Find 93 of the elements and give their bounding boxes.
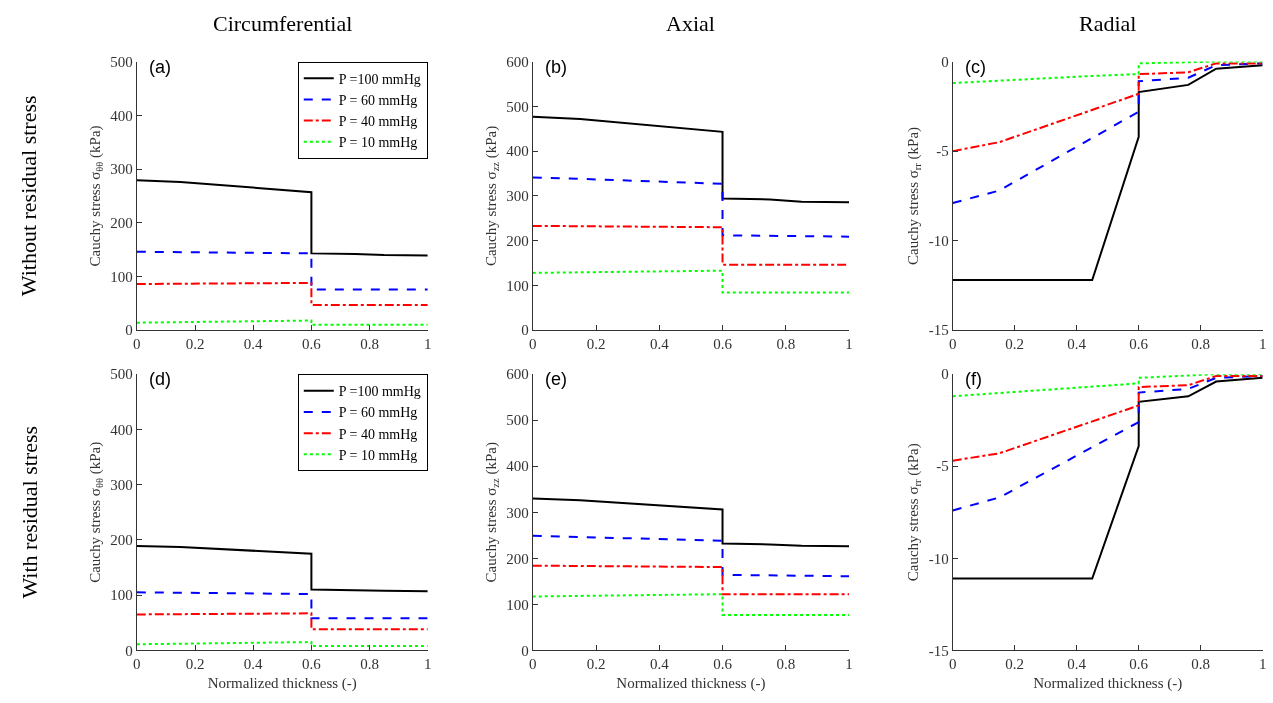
x-tick-label: 1 xyxy=(1258,336,1267,353)
x-tick-label: 1 xyxy=(424,336,432,353)
chart-title: Circumferential xyxy=(213,11,353,36)
x-tick-label: 0.8 xyxy=(1191,336,1211,353)
legend-label: P =100 mmHg xyxy=(338,71,421,87)
annotation: (f) xyxy=(965,369,982,389)
y-tick-label: 500 xyxy=(110,53,133,70)
x-tick-label: 0.8 xyxy=(360,656,379,673)
y-tick-label: -15 xyxy=(928,322,949,339)
legend-label: P = 10 mmHg xyxy=(338,135,418,151)
line-series xyxy=(532,115,850,204)
annotation: (a) xyxy=(149,57,171,77)
x-tick-label: 0.6 xyxy=(713,656,733,673)
x-tick-label: 0.8 xyxy=(776,336,796,353)
y-tick-label: 100 xyxy=(506,277,529,294)
x-tick-label: 0.2 xyxy=(586,656,606,673)
y-tick-label: 0 xyxy=(941,53,949,70)
line-series xyxy=(532,176,850,238)
x-tick-label: 1 xyxy=(845,336,853,353)
line-series xyxy=(136,179,428,257)
annotation: (d) xyxy=(149,369,171,389)
x-tick-label: 1 xyxy=(424,656,432,673)
y-tick-label: -10 xyxy=(928,232,949,249)
y-tick-label: -15 xyxy=(928,642,949,659)
y-tick-label: 400 xyxy=(110,421,133,438)
x-tick-label: 0.4 xyxy=(1067,656,1087,673)
legend-label: P = 40 mmHg xyxy=(338,426,418,442)
y-tick-label: 300 xyxy=(506,504,529,521)
x-tick-label: 0.2 xyxy=(185,336,205,353)
x-tick-label: 0.4 xyxy=(243,656,264,673)
y-tick-label: 0 xyxy=(941,366,949,383)
y-tick-label: 100 xyxy=(110,268,133,285)
x-tick-label: 0.6 xyxy=(302,336,322,353)
legend-label: P = 10 mmHg xyxy=(338,447,418,463)
y-tick-label: -5 xyxy=(936,458,949,475)
chart-title: Axial xyxy=(666,11,715,36)
y-tick-label: 200 xyxy=(506,232,529,249)
y-tick-label: 0 xyxy=(125,322,133,339)
y-tick-label: 100 xyxy=(110,587,133,604)
annotation: (b) xyxy=(545,57,567,77)
y-tick-label: -5 xyxy=(936,143,949,160)
y-tick-label: 0 xyxy=(521,642,529,659)
x-tick-label: 0.6 xyxy=(1129,336,1149,353)
x-tick-label: 0.6 xyxy=(1129,656,1149,673)
annotation: (e) xyxy=(545,369,567,389)
y-tick-label: 300 xyxy=(110,161,133,178)
x-tick-label: 1 xyxy=(845,656,853,673)
y-tick-label: 300 xyxy=(506,188,529,205)
legend-label: P = 60 mmHg xyxy=(338,92,418,108)
x-tick-label: 1 xyxy=(1258,656,1267,673)
x-tick-label: 0.8 xyxy=(1191,656,1211,673)
x-tick-label: 0.6 xyxy=(302,656,322,673)
x-tick-label: 0.2 xyxy=(185,656,205,673)
y-tick-label: -10 xyxy=(928,550,949,567)
legend-label: P = 60 mmHg xyxy=(338,405,418,421)
y-tick-label: 400 xyxy=(110,107,133,124)
x-tick-label: 0.8 xyxy=(360,336,379,353)
legend-label: P =100 mmHg xyxy=(338,384,421,400)
x-axis-title: Normalized thickness (-) xyxy=(1033,675,1183,693)
y-tick-label: 200 xyxy=(110,215,133,232)
y-tick-label: 500 xyxy=(506,98,529,115)
line-series xyxy=(532,497,850,548)
line-series xyxy=(136,544,428,593)
x-tick-label: 0.4 xyxy=(649,336,670,353)
x-axis-title: Normalized thickness (-) xyxy=(616,675,766,693)
x-tick-label: 0.6 xyxy=(713,336,733,353)
y-tick-label: 500 xyxy=(110,366,133,383)
y-tick-label: 200 xyxy=(110,532,133,549)
y-tick-label: 500 xyxy=(506,412,529,429)
x-tick-label: 0.4 xyxy=(243,336,264,353)
x-tick-label: 0.2 xyxy=(1005,656,1025,673)
x-tick-label: 0.2 xyxy=(1005,336,1025,353)
legend-label: P = 40 mmHg xyxy=(338,114,418,130)
text: Without residual stress xyxy=(16,95,42,297)
x-tick-label: 0.4 xyxy=(649,656,670,673)
y-tick-label: 400 xyxy=(506,458,529,475)
annotation: (c) xyxy=(965,57,986,77)
x-tick-label: 0.4 xyxy=(1067,336,1087,353)
y-tick-label: 400 xyxy=(506,143,529,160)
text: With residual stress xyxy=(17,425,43,599)
chart-title: Radial xyxy=(1079,11,1137,36)
x-axis-title: Normalized thickness (-) xyxy=(207,675,357,693)
y-tick-label: 600 xyxy=(506,53,529,70)
y-tick-label: 100 xyxy=(506,596,529,613)
line-series xyxy=(952,61,1263,85)
x-tick-label: 0.2 xyxy=(586,336,606,353)
line-series xyxy=(532,534,850,578)
y-tick-label: 200 xyxy=(506,550,529,567)
y-tick-label: 0 xyxy=(125,642,133,659)
y-tick-label: 0 xyxy=(521,322,529,339)
y-tick-label: 600 xyxy=(506,366,529,383)
x-tick-label: 0.8 xyxy=(776,656,796,673)
y-tick-label: 300 xyxy=(110,476,133,493)
